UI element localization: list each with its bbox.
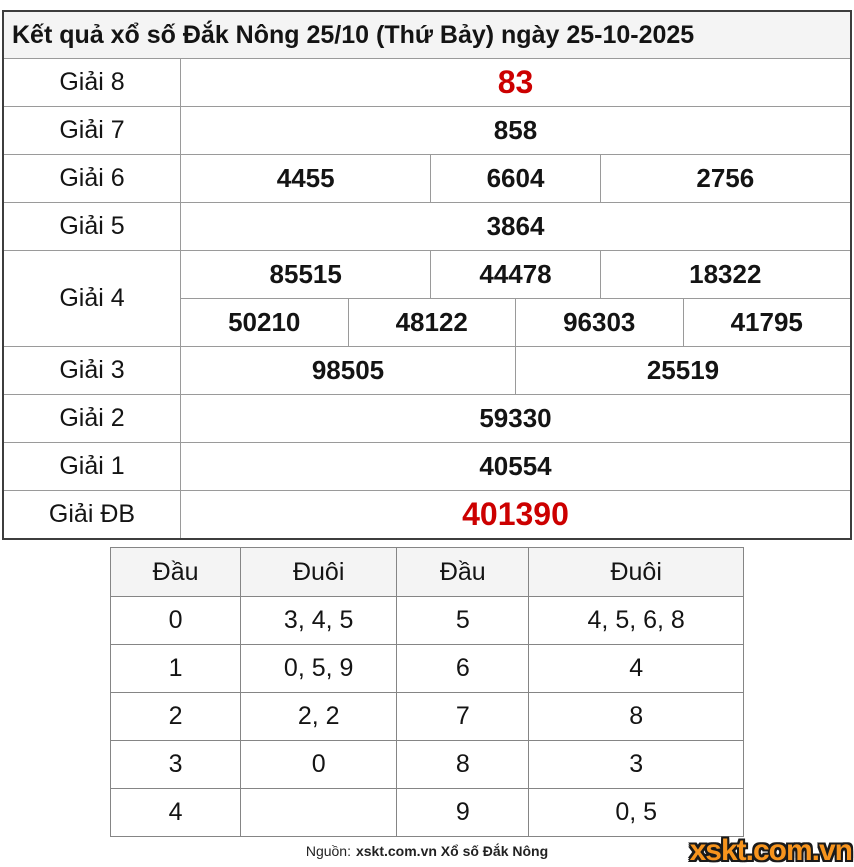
- prize-label: Giải 2: [59, 404, 125, 432]
- head-cell: 3: [168, 750, 183, 778]
- source-line: Nguồn: xskt.com.vn Xổ số Đắk Nông: [0, 843, 854, 859]
- prize-row-4: Giải 4 85515 44478 18322 50210 48122 963…: [4, 250, 850, 346]
- prize-label: Giải 1: [59, 452, 125, 480]
- head-cell: 2: [168, 702, 183, 730]
- tail-cell: 0: [240, 741, 396, 788]
- prize-value: 4455: [276, 163, 335, 193]
- prize-value: 59330: [479, 403, 552, 433]
- prize-label: Giải 7: [59, 116, 125, 144]
- head-tail-table: Đầu Đuôi Đầu Đuôi 0 3, 4, 5 5 4, 5, 6, 8…: [110, 547, 744, 837]
- prize-value: 18322: [599, 251, 850, 298]
- tail-cell: 4, 5, 6, 8: [528, 597, 743, 644]
- prize-value: 50210: [228, 307, 301, 337]
- prize-value: 96303: [515, 299, 683, 346]
- table-row: 1 0, 5, 9 6 4: [111, 644, 743, 692]
- prize-value: 25519: [515, 347, 850, 394]
- prize-value: 40554: [479, 451, 552, 481]
- head-cell: 9: [396, 789, 528, 836]
- prize-value: 3864: [486, 211, 545, 241]
- head-cell: 6: [396, 645, 528, 692]
- head-cell: 5: [396, 597, 528, 644]
- table-row: 4 9 0, 5: [111, 788, 743, 836]
- prize-label: Giải 4: [59, 284, 125, 312]
- prize-row-7: Giải 7 858: [4, 106, 850, 154]
- results-table: Kết quả xổ số Đắk Nông 25/10 (Thứ Bảy) n…: [2, 10, 852, 540]
- prize-label: Giải ĐB: [48, 500, 136, 528]
- tail-cell: 0, 5, 9: [240, 645, 396, 692]
- prize-value: 48122: [347, 299, 516, 346]
- column-header: Đầu: [152, 557, 199, 586]
- prize-label: Giải 8: [59, 68, 125, 96]
- head-cell: 7: [396, 693, 528, 740]
- head-cell: 4: [168, 798, 183, 826]
- table-row: 0 3, 4, 5 5 4, 5, 6, 8: [111, 596, 743, 644]
- prize-value: 858: [493, 115, 538, 145]
- xskt-logo[interactable]: xskt.com.vn: [689, 834, 853, 867]
- prize-value: 41795: [682, 299, 851, 346]
- table-row: 3 0 8 3: [111, 740, 743, 788]
- column-header: Đuôi: [528, 548, 743, 596]
- tail-cell: [240, 789, 396, 836]
- table-row: 2 2, 2 7 8: [111, 692, 743, 740]
- prize-row-db: Giải ĐB 401390: [4, 490, 850, 538]
- head-cell: 0: [168, 606, 183, 634]
- head-cell: 1: [168, 654, 183, 682]
- prize-label: Giải 5: [59, 212, 125, 240]
- prize-value: 98505: [311, 355, 385, 385]
- source-prefix: Nguồn:: [305, 843, 351, 859]
- tail-cell: 4: [528, 645, 743, 692]
- prize-value: 6604: [430, 155, 599, 202]
- prize-row-6: Giải 6 4455 6604 2756: [4, 154, 850, 202]
- prize-row-8: Giải 8 83: [4, 58, 850, 106]
- prize-row-5: Giải 5 3864: [4, 202, 850, 250]
- tail-cell: 2, 2: [240, 693, 396, 740]
- tail-cell: 3, 4, 5: [240, 597, 396, 644]
- page-title: Kết quả xổ số Đắk Nông 25/10 (Thứ Bảy) n…: [4, 12, 850, 58]
- head-tail-header-row: Đầu Đuôi Đầu Đuôi: [111, 548, 743, 596]
- column-header: Đuôi: [240, 548, 396, 596]
- tail-cell: 8: [528, 693, 743, 740]
- prize-row-1: Giải 1 40554: [4, 442, 850, 490]
- prize-value-highlight: 401390: [462, 496, 569, 532]
- prize-row-3: Giải 3 98505 25519: [4, 346, 850, 394]
- prize-label: Giải 3: [59, 356, 125, 384]
- head-cell: 8: [396, 741, 528, 788]
- prize-value: 2756: [599, 155, 850, 202]
- prize-label: Giải 6: [59, 164, 125, 192]
- prize-value-highlight: 83: [497, 64, 534, 100]
- prize-value: 85515: [269, 259, 342, 289]
- prize-row-2: Giải 2 59330: [4, 394, 850, 442]
- prize-value: 44478: [430, 251, 599, 298]
- tail-cell: 3: [528, 741, 743, 788]
- tail-cell: 0, 5: [528, 789, 743, 836]
- column-header: Đầu: [396, 548, 528, 596]
- source-name: xskt.com.vn Xổ số Đắk Nông: [355, 843, 549, 859]
